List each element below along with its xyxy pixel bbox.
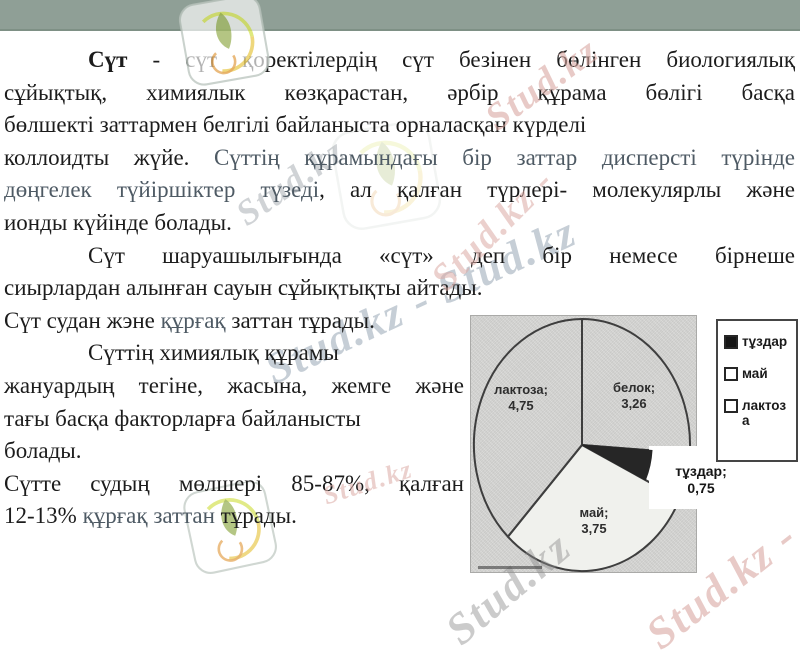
legend-item-лактоза: лактоза <box>724 398 792 428</box>
text-segment: тұрады. <box>214 503 297 529</box>
body-text: Сүт - сүт қоректілердің сүт безінен бөлі… <box>4 44 795 533</box>
milk-composition-pie-chart: белок; 3,26 тұздар; 0,75 май; 3,75 лактоза; 4,7… <box>470 315 761 573</box>
text-segment: , ал қалған түрлері- молекулярлы және <box>319 177 796 203</box>
text-line: коллоидты жүйе. Сүттің құрамындағы бір з… <box>4 142 795 175</box>
text-segment: құрғақ <box>160 307 226 333</box>
text-line: сұйықтық, химиялык көзқарастан, әрбір құ… <box>4 77 795 110</box>
text-segment: Сүт судан жэне <box>4 307 161 333</box>
text-segment: заттан тұрады. <box>225 307 375 333</box>
text-line: тағы басқа факторларға байланысты <box>4 403 464 436</box>
text-line: сиырлардан алынған сауын сұйықтықты айта… <box>4 272 795 305</box>
legend-item-тұздар: тұздар <box>724 334 792 349</box>
pie-slice-exploded-тұздар <box>581 444 653 481</box>
text-segment: болады. <box>4 438 82 464</box>
pie-label-белок: белок; 3,26 <box>612 380 656 411</box>
text-segment: Сүттің құрамындағы бір заттар дисперсті … <box>214 144 795 170</box>
text-segment: жануардың тегіне, жасына, жемге және <box>4 372 464 398</box>
pie-slice-лактоза <box>472 318 583 538</box>
pie-label-тұздар: тұздар; 0,75 <box>675 463 727 496</box>
text-segment: Сүт шаруашылығында «сүт» деп бір немесе … <box>88 242 795 268</box>
text-line: Сүттің химиялық құрамы <box>4 337 464 370</box>
text-segment: дөңгелек түйіршіктер түзеді <box>4 177 320 203</box>
text-line: Сүт шаруашылығында «сүт» деп бір немесе … <box>4 240 795 273</box>
legend-swatch <box>724 399 738 413</box>
header-bar <box>0 0 800 31</box>
scan-artifact-line <box>478 566 542 569</box>
text-segment: 12-13% <box>4 503 83 529</box>
text-line: Сүтте судың мөлшері 85-87%, қалған <box>4 468 464 501</box>
pie-slice-май <box>506 444 681 572</box>
text-line: ионды күйінде болады. <box>4 207 795 240</box>
legend-label: лактоза <box>742 398 787 428</box>
text-line: жануардың тегіне, жасына, жемге және <box>4 370 464 403</box>
legend-label: тұздар <box>742 334 788 349</box>
text-segment: Сүттің химиялық құрамы <box>88 340 339 366</box>
text-segment: құрғақ заттан <box>82 503 215 529</box>
pie-label-май: май; 3,75 <box>579 505 609 536</box>
legend-swatch <box>724 335 738 349</box>
text-line: болады. <box>4 435 464 468</box>
text-segment: Сүтте судың мөлшері 85-87%, қалған <box>4 470 464 496</box>
text-segment: сиырлардан алынған сауын сұйықтықты айта… <box>4 275 483 301</box>
text-segment: коллоидты жүйе. <box>4 144 214 170</box>
text-segment: Сүт <box>88 47 128 72</box>
text-line: Сүт - сүт қоректілердің сүт безінен бөлі… <box>4 44 795 77</box>
text-segment: ионды күйінде болады. <box>4 209 232 235</box>
text-line: 12-13% құрғақ заттан тұрады. <box>4 500 464 533</box>
text-segment: сұйықтық, химиялык көзқарастан, әрбір құ… <box>4 79 795 105</box>
pie-label-лактоза: лактоза; 4,75 <box>494 382 548 413</box>
legend-swatch <box>724 367 738 381</box>
legend-label: май <box>742 366 768 381</box>
pie-slice-белок <box>581 318 692 455</box>
text-line: бөлшекті заттармен белгілі байланыста ор… <box>4 109 795 142</box>
text-line: дөңгелек түйіршіктер түзеді, ал қалған т… <box>4 174 795 207</box>
text-segment: бөлшекті заттармен белгілі байланыста ор… <box>4 112 587 138</box>
text-segment: тағы басқа факторларға байланысты <box>4 405 361 431</box>
text-line: Сүт судан жэне құрғақ заттан тұрады. <box>4 305 795 338</box>
chart-legend: тұздар май лактоза <box>716 319 798 462</box>
text-segment: - сүт қоректілердің сүт безінен бөлінген… <box>127 47 796 72</box>
legend-item-май: май <box>724 366 792 381</box>
